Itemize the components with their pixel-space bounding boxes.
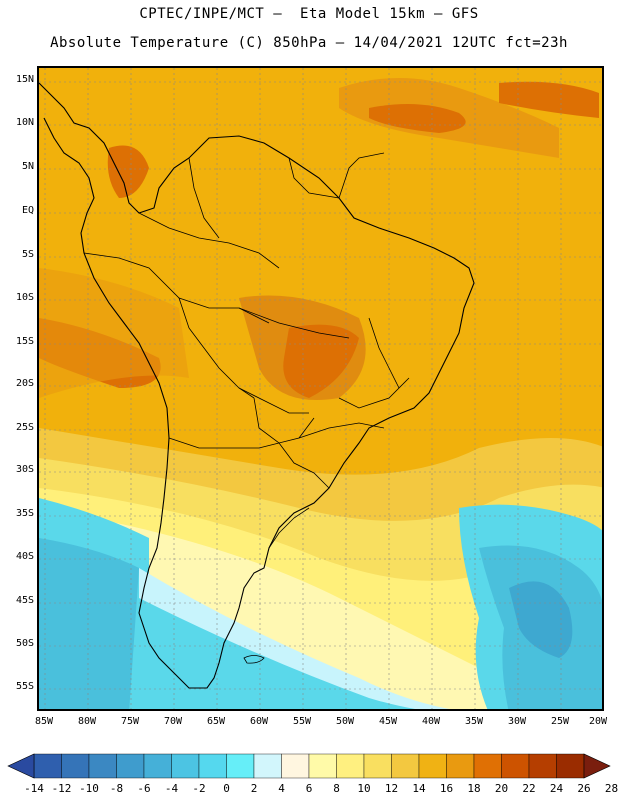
lat-label: 10S [15,292,34,303]
colorbar-cell [198,753,227,779]
colorbar-right-arrow [583,753,611,779]
colorbar-cell [88,753,117,779]
colorbar-cell [556,753,585,779]
colorbar-cell [116,753,145,779]
colorbar-cell [336,753,365,779]
colorbar-tick-label: 0 [223,782,230,795]
lat-label: 15S [15,336,34,347]
colorbar-tick-label: 12 [384,782,399,795]
colorbar-cell [363,753,392,779]
country-borders [83,152,410,549]
temperature-map [37,66,604,711]
lat-label: 35S [15,508,34,519]
colorbar-cell [281,753,310,779]
lat-label: 5S [21,249,34,260]
south-atlantic-north-spot [369,104,466,133]
lat-label: 15N [15,74,34,85]
map-title-line-2: Absolute Temperature (C) 850hPa – 14/04/… [50,35,568,51]
temperature-field-svg [39,68,602,709]
northeast-spot [499,81,599,118]
colorbar-tick-label: -8 [109,782,124,795]
band-minus-4-southeast [509,581,573,658]
lat-label: 55S [15,681,34,692]
band-0-2-southern [139,598,416,709]
colorbar-tick-label: 20 [494,782,509,795]
colorbar-cell [391,753,420,779]
colorbar-tick-label: 4 [278,782,285,795]
lat-label: 30S [15,464,34,475]
colorbar-tick-label: 22 [522,782,536,795]
lat-label: 10N [15,117,34,128]
peru-pacific-band [39,268,189,398]
brazil-central-spot [283,324,359,398]
lon-label: 55W [292,716,312,727]
colorbar-cell [446,753,475,779]
lon-label: 85W [34,716,54,727]
lon-label: 50W [335,716,355,727]
lat-label: 5N [21,161,34,172]
map-title-line-1: CPTEC/INPE/MCT – Eta Model 15km – GFS [139,6,479,22]
falkland-islands [243,655,265,664]
lat-label: 25S [15,422,34,433]
lat-label: 50S [15,638,34,649]
colorbar-cell [171,753,200,779]
colorbar-tick-label: 2 [250,782,258,795]
lon-label: 20W [588,716,608,727]
colorbar-tick-label: -10 [79,782,99,795]
colorbar-cell [308,753,337,779]
colorbar-tick-label: -14 [24,782,44,795]
colorbar-tick-label: 24 [549,782,564,795]
band-minus-2-southwest [39,538,139,709]
lon-label: 40W [421,716,441,727]
lon-label: 70W [163,716,183,727]
colorbar-left-arrow [7,753,35,779]
lon-label: 60W [249,716,269,727]
colorbar-cell [61,753,90,779]
colorbar-cell [253,753,282,779]
colorbar-cell [473,753,502,779]
colorbar-tick-label: -2 [192,782,206,795]
lon-label: 75W [120,716,140,727]
colorbar-tick-label: 8 [333,782,340,795]
colorbar-tick-label: -4 [164,782,179,795]
lon-label: 35W [464,716,484,727]
lat-label: 45S [15,595,34,606]
colorbar-tick-label: 6 [305,782,313,795]
lat-label: EQ [21,205,34,216]
lon-label: 45W [378,716,398,727]
colorbar [7,753,611,779]
colorbar-cell [418,753,447,779]
colorbar-cell [226,753,255,779]
lon-label: 65W [206,716,226,727]
colorbar-cell [143,753,172,779]
lon-label: 25W [550,716,570,727]
colorbar-cell [501,753,530,779]
colorbar-tick-label: 28 [604,782,618,795]
colorbar-cell [33,753,62,779]
lat-label: 40S [15,551,34,562]
lon-label: 30W [507,716,527,727]
colorbar-cells [33,753,585,779]
lat-label: 20S [15,378,34,389]
colorbar-tick-label: 14 [412,782,426,795]
colorbar-tick-label: 16 [439,782,454,795]
colombia-spot [107,145,149,198]
south-america-coastline [39,82,475,689]
lon-label: 80W [77,716,97,727]
colorbar-tick-label: -6 [137,782,151,795]
colorbar-tick-label: 26 [577,782,591,795]
colorbar-tick-label: 10 [357,782,371,795]
colorbar-cell [528,753,557,779]
colorbar-tick-label: -12 [51,782,72,795]
colorbar-tick-label: 18 [467,782,481,795]
